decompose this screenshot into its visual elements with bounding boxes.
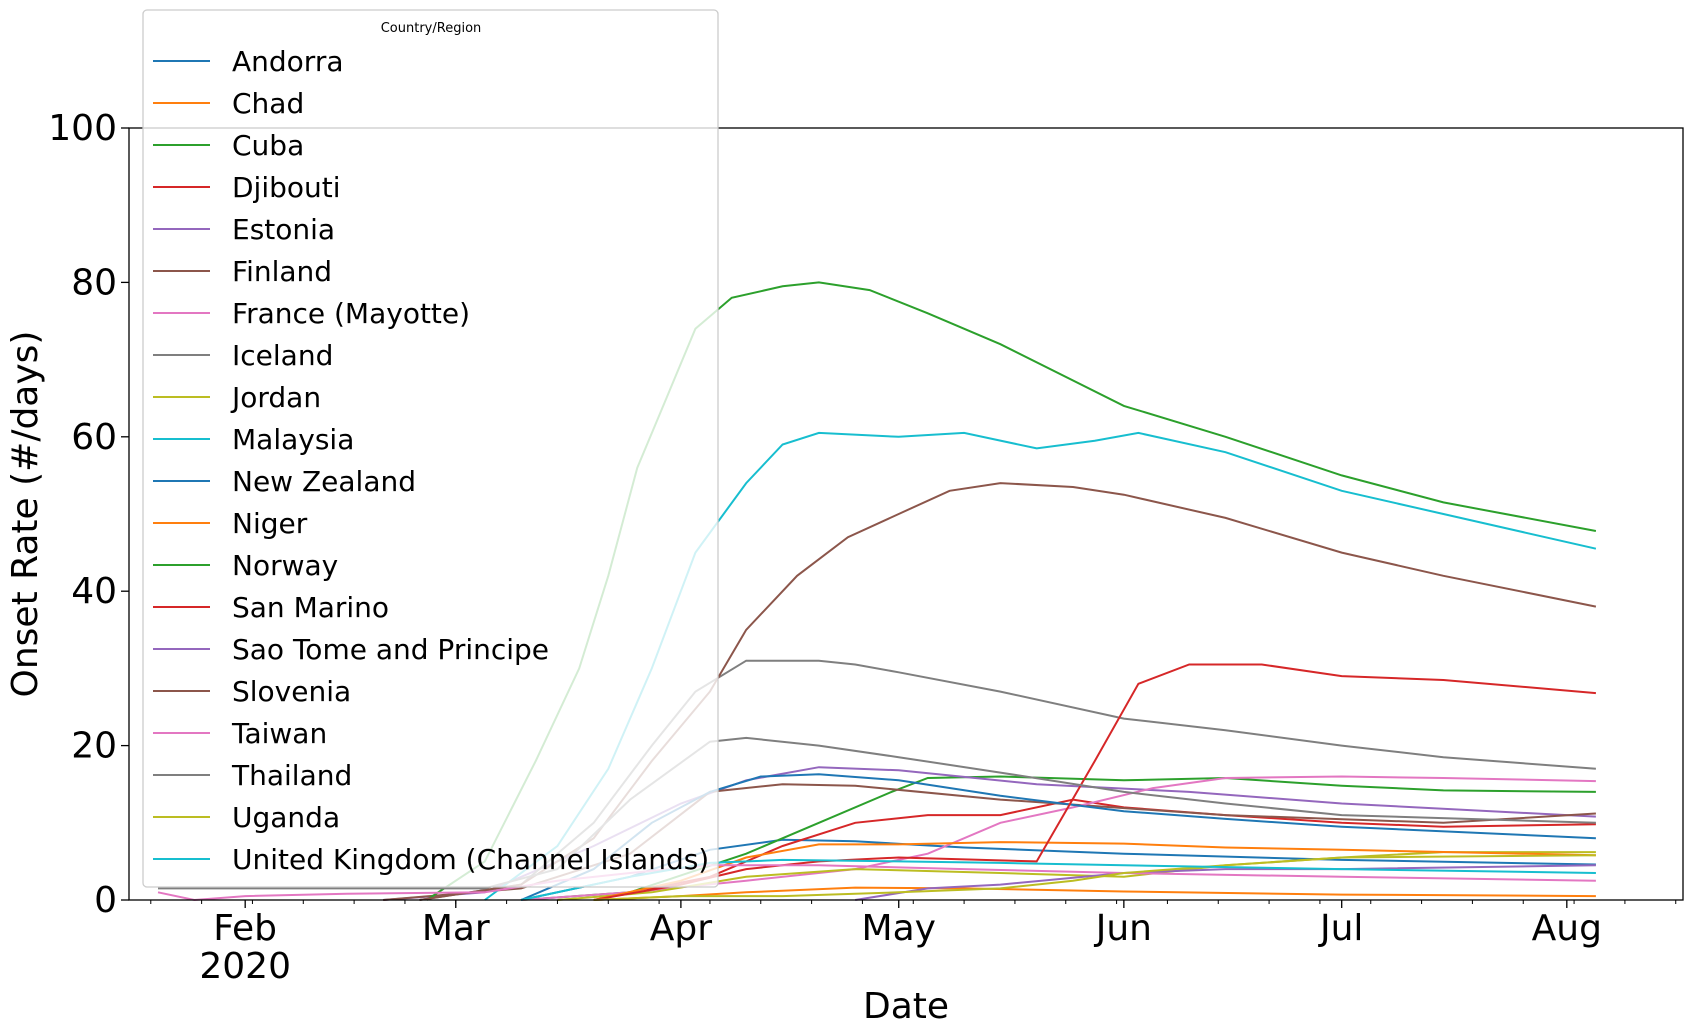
x-axis-label: Date [863, 986, 949, 1027]
legend-label: Andorra [232, 45, 344, 78]
legend-label: Cuba [232, 129, 304, 162]
plot-frame [128, 127, 1684, 901]
series-line-13 [593, 663, 1596, 901]
y-tick-label: 80 [71, 262, 117, 303]
legend-label: Iceland [232, 339, 333, 372]
legend-title: Country/Region [381, 21, 482, 36]
legend-label: Norway [232, 549, 338, 582]
series-line-3 [593, 798, 1596, 901]
x-tick-label: Jun [1094, 908, 1152, 949]
x-tick-label: Aug [1532, 908, 1602, 949]
x-tick-sublabel: 2020 [199, 946, 291, 987]
y-axis-label: Onset Rate (#/days) [5, 331, 46, 698]
legend-label: France (Mayotte) [232, 297, 470, 330]
series-line-1 [593, 886, 1596, 901]
legend-items: Andorra Chad Cuba Djibouti Estonia Finland Fra… [153, 45, 709, 876]
x-tick-label: Mar [422, 908, 490, 949]
series-line-17 [158, 736, 1596, 890]
y-tick-label: 100 [48, 108, 117, 149]
legend-label: Finland [232, 255, 332, 288]
y-tick-label: 60 [71, 417, 117, 458]
legend-label: Jordan [230, 381, 321, 414]
x-tick-label: Apr [650, 908, 712, 949]
y-axis: 0 20 40 60 80 100 [48, 108, 129, 921]
series-line-18 [593, 854, 1596, 901]
legend: Country/Region Andorra Chad Cuba Djibouti Es… [142, 9, 719, 888]
y-tick-label: 0 [94, 880, 117, 921]
x-tick-label: Jul [1318, 908, 1363, 949]
legend-label: Djibouti [232, 171, 341, 204]
x-tick-label: May [862, 908, 936, 949]
legend-label: Slovenia [232, 675, 351, 708]
series-line-6 [521, 775, 1596, 901]
legend-label: New Zealand [232, 465, 416, 498]
legend-label: United Kingdom (Channel Islands) [232, 843, 709, 876]
y-tick-label: 40 [71, 571, 117, 612]
legend-label: Chad [232, 87, 304, 120]
legend-label: San Marino [232, 591, 389, 624]
legend-label: Niger [232, 507, 308, 540]
legend-label: Uganda [232, 801, 340, 834]
legend-label: Estonia [232, 213, 335, 246]
legend-label: Taiwan [231, 717, 327, 750]
legend-label: Malaysia [232, 423, 354, 456]
legend-label: Thailand [231, 759, 352, 792]
x-tick-label: Feb [213, 908, 277, 949]
y-tick-label: 20 [71, 726, 117, 767]
legend-label: Sao Tome and Principe [232, 633, 549, 666]
legend-box [142, 9, 719, 888]
